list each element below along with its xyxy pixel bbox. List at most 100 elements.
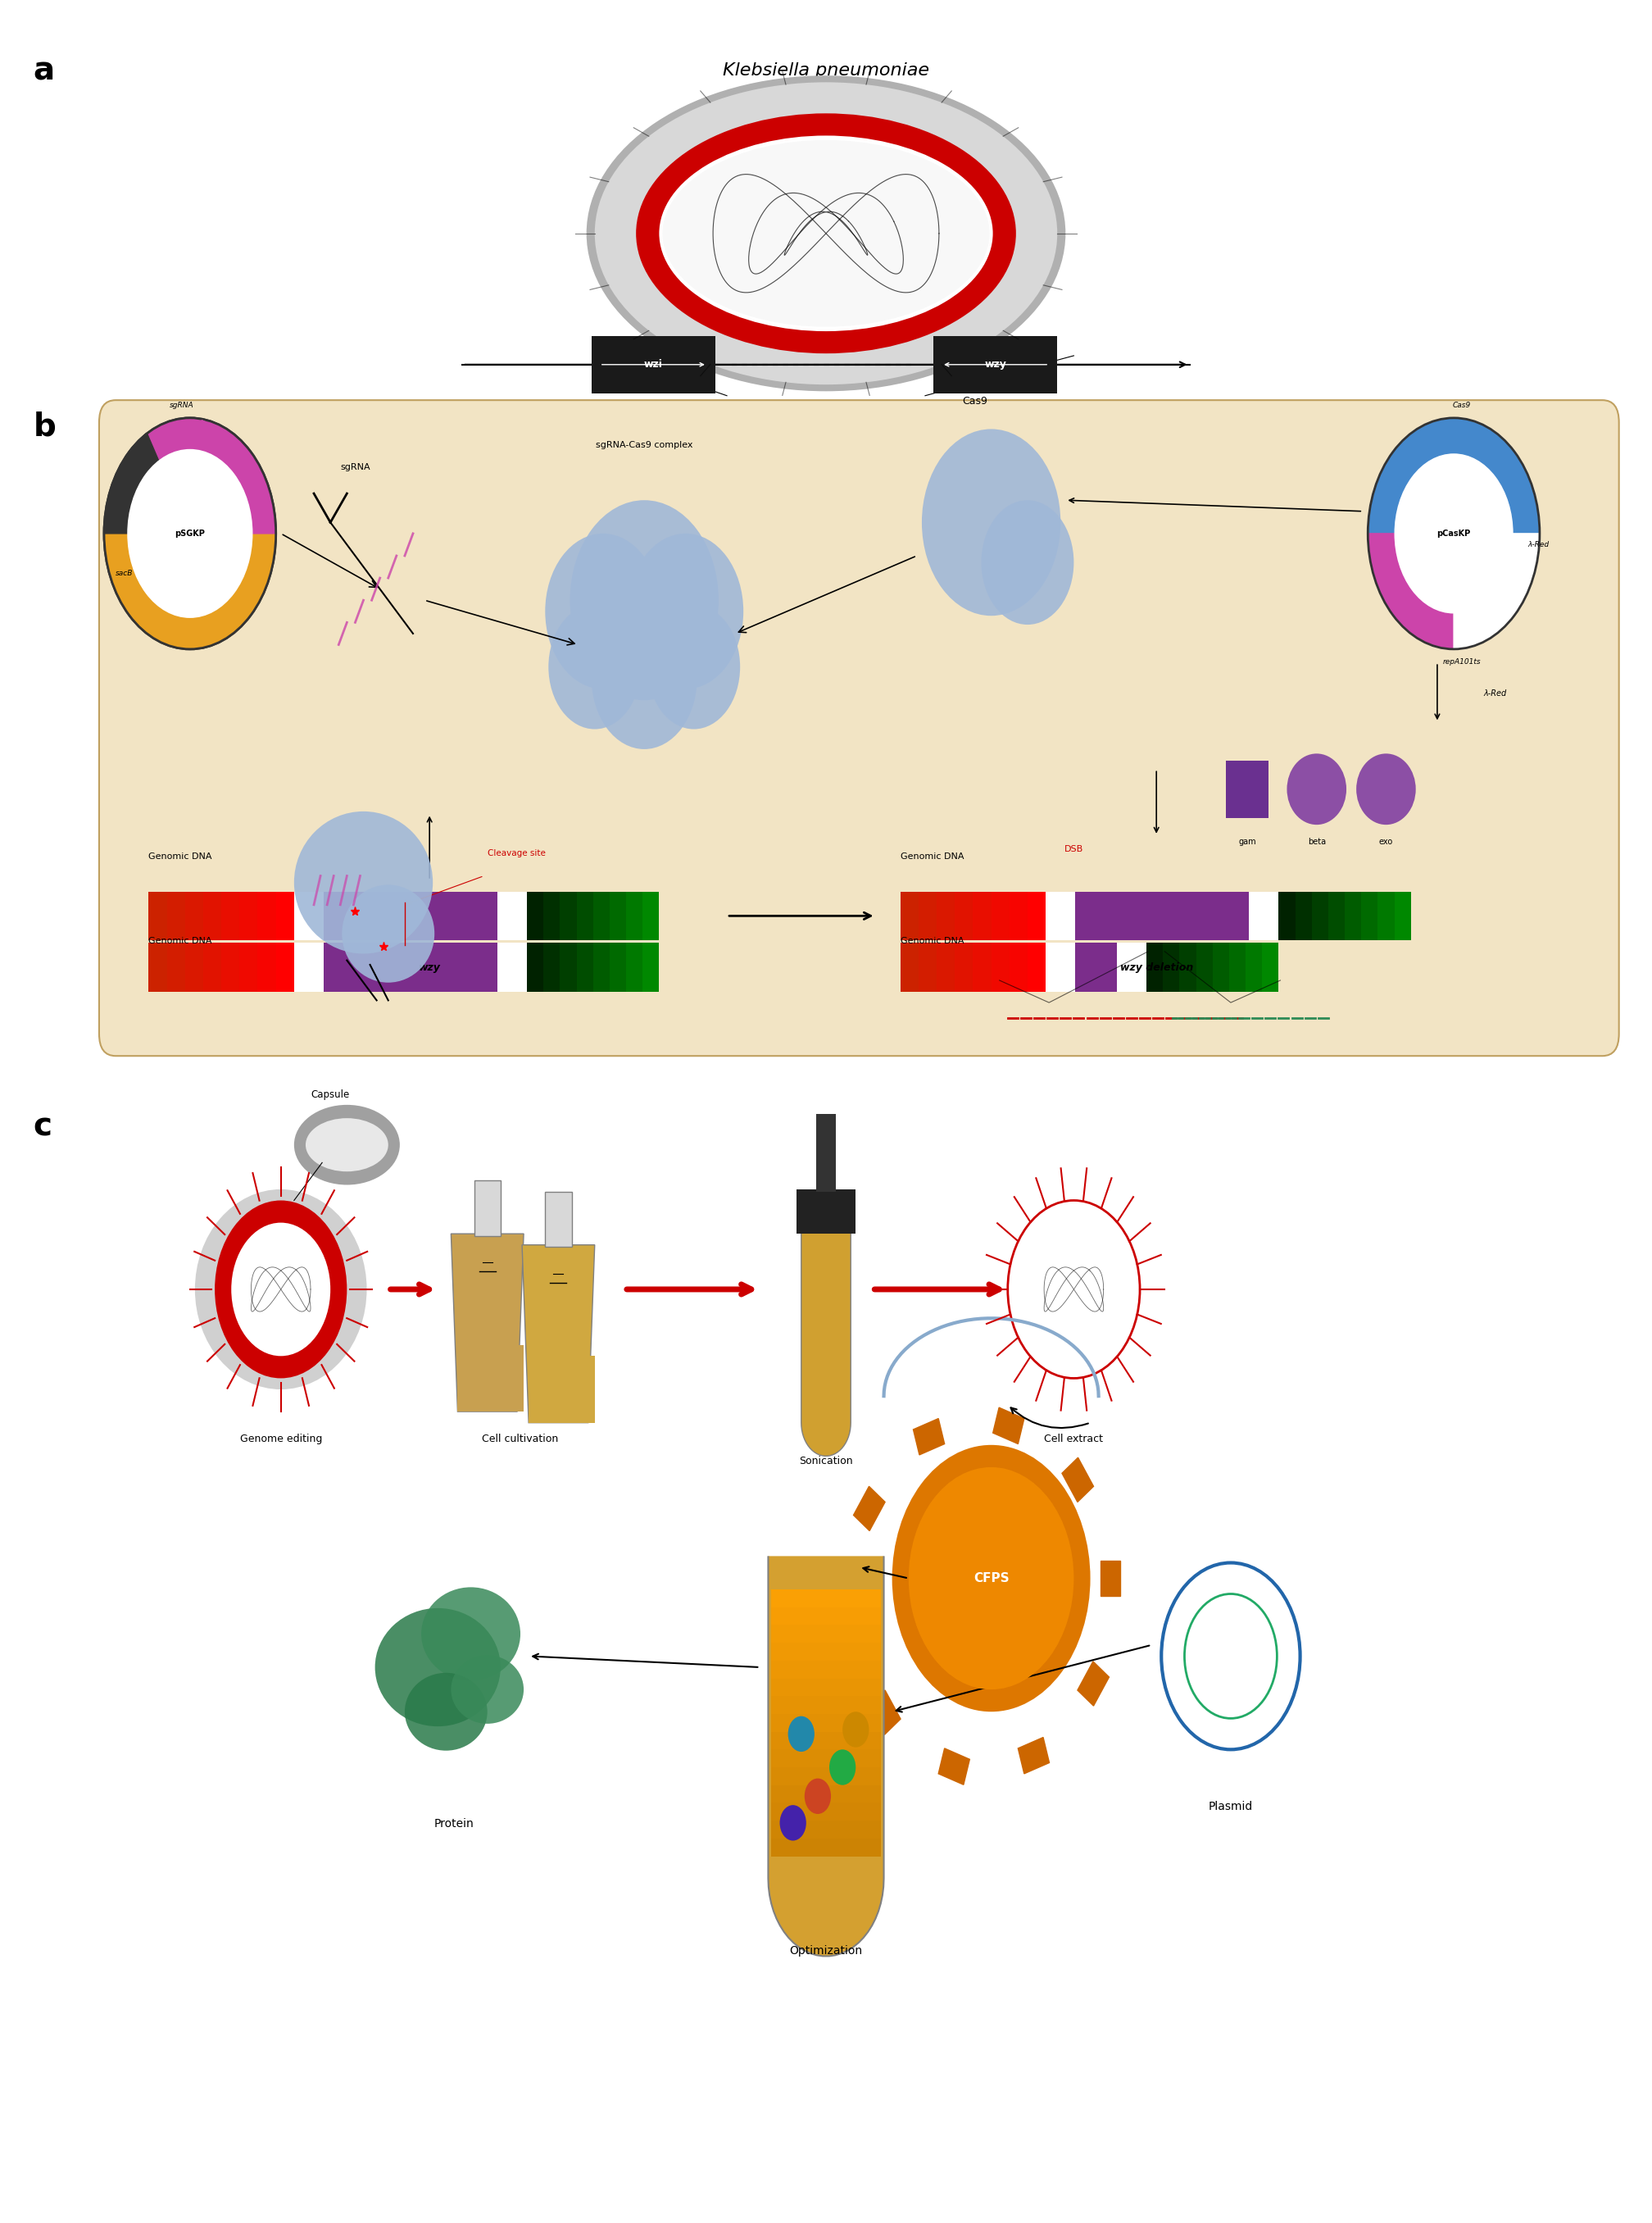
Bar xyxy=(474,1180,501,1236)
Text: Cas9: Cas9 xyxy=(961,396,988,407)
Ellipse shape xyxy=(294,811,433,954)
Bar xyxy=(1100,1561,1120,1596)
Text: Genome editing: Genome editing xyxy=(240,1434,322,1445)
Bar xyxy=(771,1625,881,1643)
Text: Cleavage site: Cleavage site xyxy=(487,849,545,858)
Ellipse shape xyxy=(1356,754,1416,825)
Bar xyxy=(771,1661,881,1678)
Bar xyxy=(560,891,577,940)
Text: λ-Red: λ-Red xyxy=(1483,689,1507,698)
Bar xyxy=(973,891,991,940)
Bar xyxy=(771,1607,881,1625)
Text: Optimization: Optimization xyxy=(790,1945,862,1956)
Text: sacB: sacB xyxy=(116,569,132,578)
Text: DSB: DSB xyxy=(1064,845,1084,854)
Bar xyxy=(1075,943,1117,991)
Bar xyxy=(626,943,643,991)
Bar xyxy=(221,891,240,940)
Bar xyxy=(900,891,919,940)
Bar xyxy=(240,891,258,940)
Bar xyxy=(854,1487,885,1532)
Bar xyxy=(1046,943,1075,991)
Circle shape xyxy=(843,1712,869,1747)
Polygon shape xyxy=(451,1234,524,1412)
Wedge shape xyxy=(104,534,190,649)
Bar xyxy=(1196,943,1213,991)
Circle shape xyxy=(127,449,253,618)
Bar xyxy=(1009,891,1028,940)
Bar xyxy=(843,1596,862,1632)
Bar xyxy=(973,943,991,991)
Bar xyxy=(149,891,167,940)
Polygon shape xyxy=(522,1245,595,1423)
Circle shape xyxy=(1394,453,1513,614)
Bar xyxy=(1146,943,1163,991)
Bar xyxy=(771,1678,881,1696)
Ellipse shape xyxy=(662,140,990,327)
Bar xyxy=(955,891,973,940)
Bar xyxy=(324,943,497,991)
Bar xyxy=(919,891,937,940)
Bar xyxy=(203,891,221,940)
Text: wzi: wzi xyxy=(644,360,662,369)
Bar xyxy=(545,1192,572,1247)
Bar xyxy=(1046,891,1075,940)
Bar xyxy=(643,943,659,991)
Bar xyxy=(816,1114,836,1192)
Bar xyxy=(919,943,937,991)
Bar xyxy=(937,943,955,991)
Text: pSGKP: pSGKP xyxy=(175,529,205,538)
Ellipse shape xyxy=(586,76,1066,391)
Text: Capsule: Capsule xyxy=(311,1089,350,1100)
Ellipse shape xyxy=(1287,754,1346,825)
Bar xyxy=(529,1356,595,1423)
Text: wzy: wzy xyxy=(418,963,441,974)
Bar xyxy=(185,891,203,940)
Bar xyxy=(991,891,1009,940)
Text: λ-Red: λ-Red xyxy=(1528,540,1550,549)
Circle shape xyxy=(805,1778,831,1814)
Circle shape xyxy=(215,1200,347,1378)
Text: b: b xyxy=(33,411,56,442)
Circle shape xyxy=(591,607,697,749)
Bar xyxy=(610,891,626,940)
Text: Genomic DNA: Genomic DNA xyxy=(900,936,963,945)
Bar xyxy=(527,943,544,991)
Bar xyxy=(869,1689,900,1734)
Bar xyxy=(796,1189,856,1234)
Circle shape xyxy=(892,1445,1090,1712)
Ellipse shape xyxy=(294,1105,400,1185)
Bar xyxy=(324,891,497,940)
Text: exo: exo xyxy=(1379,838,1393,847)
Bar xyxy=(1279,891,1295,940)
Text: sgRNA-Cas9 complex: sgRNA-Cas9 complex xyxy=(596,440,692,449)
Bar xyxy=(560,943,577,991)
Bar xyxy=(1262,943,1279,991)
Wedge shape xyxy=(1368,534,1454,649)
Bar xyxy=(1226,760,1269,818)
Circle shape xyxy=(1008,1200,1140,1378)
Text: Capsule: Capsule xyxy=(790,100,862,116)
Bar xyxy=(771,1803,881,1821)
Ellipse shape xyxy=(595,82,1057,385)
Bar xyxy=(497,943,527,991)
Circle shape xyxy=(231,1223,330,1356)
Wedge shape xyxy=(1454,534,1540,649)
Bar xyxy=(1328,891,1345,940)
Bar xyxy=(771,1643,881,1661)
FancyBboxPatch shape xyxy=(99,400,1619,1056)
Text: sgRNA: sgRNA xyxy=(340,462,370,471)
Bar xyxy=(1312,891,1328,940)
Bar xyxy=(1075,891,1249,940)
Bar xyxy=(1378,891,1394,940)
Polygon shape xyxy=(768,1556,884,1956)
Text: Cell cultivation: Cell cultivation xyxy=(482,1434,558,1445)
Ellipse shape xyxy=(306,1118,388,1172)
Bar xyxy=(221,943,240,991)
Bar xyxy=(643,891,659,940)
Bar xyxy=(1345,891,1361,940)
Wedge shape xyxy=(1368,418,1540,534)
Text: Protein: Protein xyxy=(434,1818,474,1830)
Text: Genomic DNA: Genomic DNA xyxy=(149,936,211,945)
Text: Cas9: Cas9 xyxy=(1452,402,1472,409)
